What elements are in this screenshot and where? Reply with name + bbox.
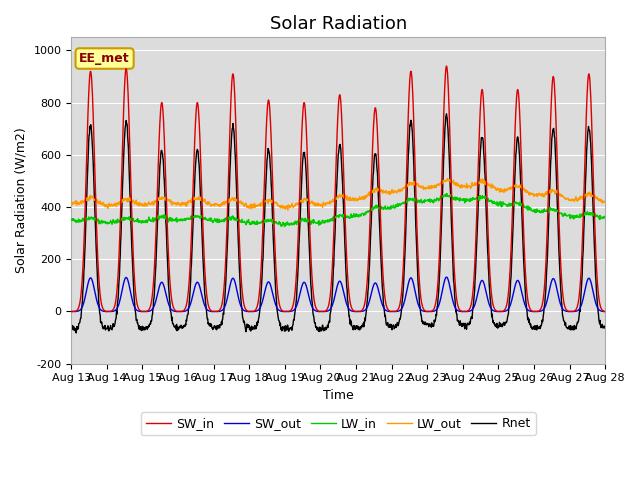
LW_out bbox=[284, 207, 292, 213]
SW_in bbox=[420, 308, 428, 313]
SW_out bbox=[601, 309, 609, 314]
SW_in bbox=[443, 63, 451, 69]
LW_in bbox=[443, 191, 451, 196]
Line: SW_out: SW_out bbox=[71, 277, 605, 312]
Rnet bbox=[186, 283, 194, 289]
Rnet bbox=[421, 322, 429, 327]
SW_out bbox=[186, 303, 194, 309]
SW_out bbox=[246, 309, 253, 314]
LW_out bbox=[538, 193, 546, 199]
LW_in bbox=[246, 221, 253, 227]
LW_in bbox=[67, 216, 75, 222]
LW_out bbox=[246, 203, 253, 208]
Line: Rnet: Rnet bbox=[71, 114, 605, 333]
LW_out bbox=[186, 197, 194, 203]
Rnet bbox=[173, 324, 181, 330]
Line: LW_in: LW_in bbox=[71, 193, 605, 227]
Line: LW_out: LW_out bbox=[71, 179, 605, 210]
Text: EE_met: EE_met bbox=[79, 52, 130, 65]
SW_out bbox=[538, 308, 546, 313]
SW_in bbox=[67, 309, 75, 314]
SW_in bbox=[538, 303, 546, 309]
Title: Solar Radiation: Solar Radiation bbox=[269, 15, 407, 33]
Rnet bbox=[72, 330, 80, 336]
Rnet bbox=[601, 324, 609, 330]
SW_in bbox=[246, 309, 253, 314]
Rnet bbox=[246, 326, 254, 332]
LW_out bbox=[492, 184, 499, 190]
Line: SW_in: SW_in bbox=[71, 66, 605, 312]
Rnet bbox=[492, 323, 499, 329]
LW_out bbox=[173, 200, 180, 206]
SW_out bbox=[491, 308, 499, 314]
X-axis label: Time: Time bbox=[323, 389, 354, 402]
SW_in bbox=[173, 309, 180, 314]
LW_out bbox=[421, 185, 429, 191]
SW_out bbox=[173, 309, 180, 314]
LW_in bbox=[280, 224, 288, 229]
SW_in bbox=[186, 266, 194, 272]
Legend: SW_in, SW_out, LW_in, LW_out, Rnet: SW_in, SW_out, LW_in, LW_out, Rnet bbox=[141, 412, 536, 435]
Rnet bbox=[443, 111, 451, 117]
Rnet bbox=[538, 317, 546, 323]
LW_out bbox=[67, 200, 75, 205]
LW_in bbox=[186, 216, 194, 221]
SW_out bbox=[67, 309, 75, 314]
LW_out bbox=[444, 176, 451, 181]
LW_in bbox=[421, 199, 429, 204]
LW_in bbox=[538, 207, 546, 213]
LW_in bbox=[601, 215, 609, 220]
LW_in bbox=[492, 200, 499, 206]
SW_in bbox=[601, 309, 609, 314]
Rnet bbox=[67, 326, 75, 332]
Y-axis label: Solar Radiation (W/m2): Solar Radiation (W/m2) bbox=[15, 128, 28, 274]
SW_out bbox=[443, 274, 451, 280]
LW_out bbox=[601, 199, 609, 204]
SW_in bbox=[491, 306, 499, 312]
SW_out bbox=[420, 309, 428, 314]
LW_in bbox=[173, 219, 180, 225]
